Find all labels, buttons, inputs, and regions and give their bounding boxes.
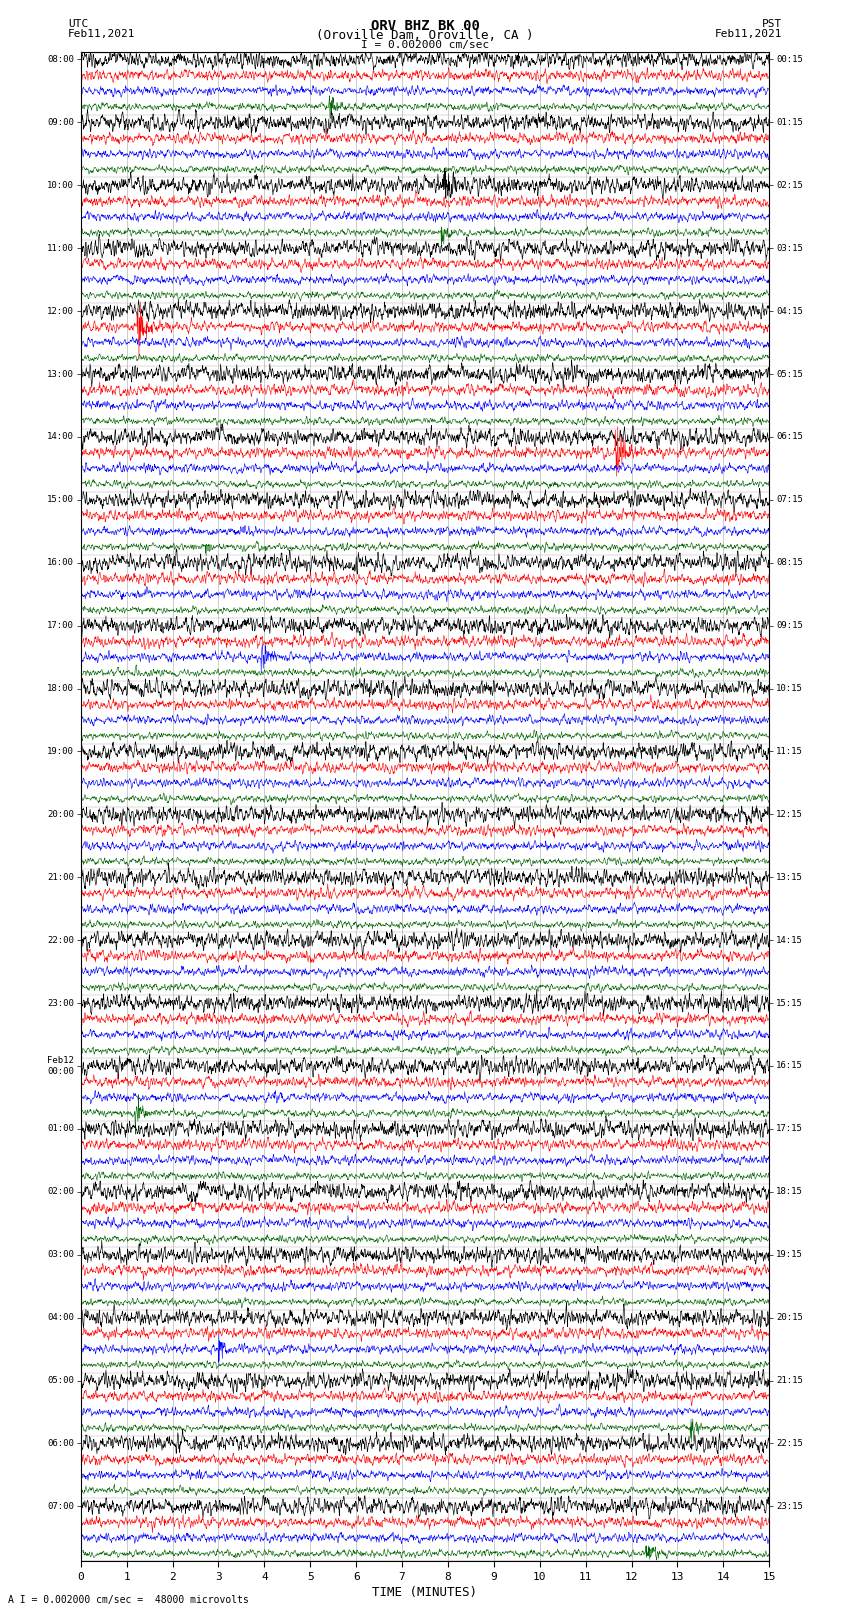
X-axis label: TIME (MINUTES): TIME (MINUTES) <box>372 1586 478 1598</box>
Text: UTC: UTC <box>68 19 88 29</box>
Text: Feb11,2021: Feb11,2021 <box>715 29 782 39</box>
Text: (Oroville Dam, Oroville, CA ): (Oroville Dam, Oroville, CA ) <box>316 29 534 42</box>
Text: ORV BHZ BK 00: ORV BHZ BK 00 <box>371 19 479 34</box>
Text: I = 0.002000 cm/sec: I = 0.002000 cm/sec <box>361 40 489 50</box>
Text: Feb11,2021: Feb11,2021 <box>68 29 135 39</box>
Text: A I = 0.002000 cm/sec =  48000 microvolts: A I = 0.002000 cm/sec = 48000 microvolts <box>8 1595 249 1605</box>
Text: PST: PST <box>762 19 782 29</box>
